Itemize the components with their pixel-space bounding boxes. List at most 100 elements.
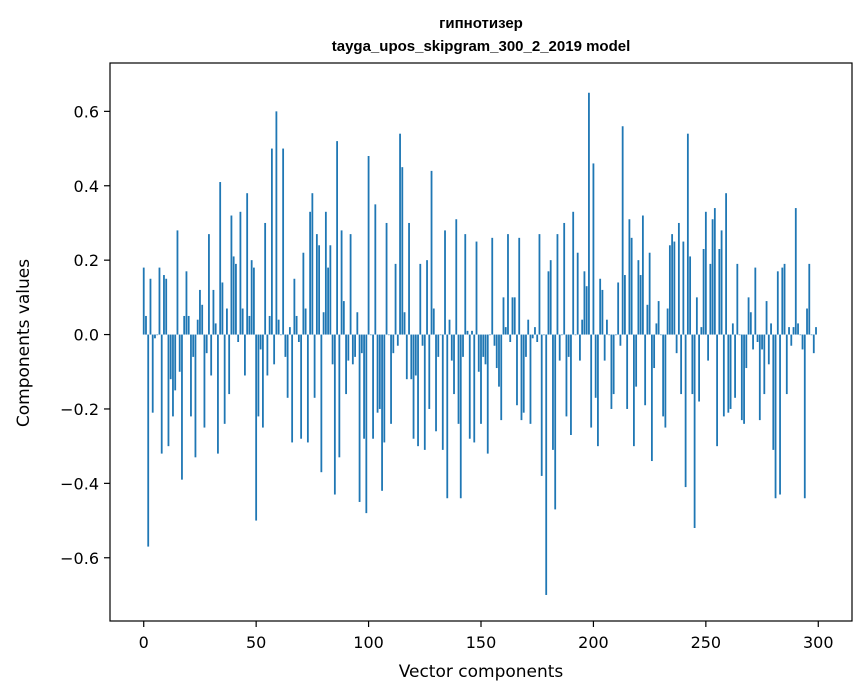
- bar-258: [722, 334, 725, 417]
- bar-127: [428, 334, 431, 409]
- bar-159: [500, 334, 503, 421]
- bar-232: [664, 334, 667, 428]
- bar-96: [358, 334, 361, 502]
- bar-226: [650, 334, 653, 462]
- bar-233: [666, 308, 669, 335]
- bar-122: [417, 334, 419, 447]
- bar-173: [531, 334, 534, 339]
- bar-239: [680, 334, 683, 395]
- bar-158: [498, 334, 500, 387]
- bar-19: [185, 271, 188, 335]
- bar-25: [199, 289, 201, 335]
- bar-199: [590, 334, 593, 428]
- bar-192: [574, 334, 577, 336]
- bar-224: [646, 304, 649, 335]
- bar-290: [794, 208, 797, 335]
- bar-113: [396, 334, 399, 346]
- bar-47: [248, 315, 251, 335]
- bar-51: [257, 334, 260, 417]
- bar-88: [340, 230, 343, 335]
- bar-291: [797, 323, 799, 335]
- bar-264: [736, 263, 739, 335]
- bar-278: [767, 334, 770, 365]
- bar-154: [489, 334, 491, 336]
- bar-157: [495, 334, 498, 369]
- bar-250: [704, 211, 707, 335]
- bar-46: [246, 193, 249, 335]
- bar-98: [363, 334, 365, 439]
- bar-187: [563, 222, 566, 335]
- bar-297: [810, 334, 813, 336]
- x-tick-label: 300: [803, 633, 834, 652]
- bar-75: [311, 193, 314, 335]
- bar-176: [538, 234, 541, 335]
- bar-194: [579, 334, 581, 361]
- bar-7: [158, 267, 161, 335]
- bar-152: [484, 334, 487, 365]
- bar-27: [203, 334, 206, 428]
- bar-56: [268, 315, 271, 335]
- bar-168: [520, 334, 523, 421]
- bar-123: [419, 263, 422, 335]
- bar-169: [522, 334, 525, 413]
- bar-60: [277, 319, 280, 335]
- bar-50: [255, 334, 258, 521]
- bar-209: [612, 334, 615, 395]
- bar-293: [801, 334, 804, 350]
- bar-231: [662, 334, 665, 417]
- x-tick-label: 250: [691, 633, 722, 652]
- chart-subtitle: tayga_upos_skipgram_300_2_2019 model: [332, 38, 631, 55]
- bar-149: [477, 334, 480, 372]
- bar-81: [324, 211, 327, 335]
- bar-220: [637, 260, 640, 335]
- bar-228: [655, 323, 658, 335]
- bar-284: [781, 267, 784, 335]
- bar-30: [210, 334, 213, 376]
- bar-102: [372, 334, 374, 439]
- bar-223: [644, 334, 647, 406]
- bar-219: [635, 334, 638, 387]
- bar-212: [619, 334, 622, 346]
- bar-161: [504, 327, 507, 335]
- bar-55: [266, 334, 269, 376]
- bar-97: [360, 334, 363, 354]
- bar-105: [378, 334, 381, 409]
- bar-74: [309, 211, 312, 335]
- bar-11: [167, 334, 170, 447]
- bar-119: [410, 334, 413, 380]
- x-axis-ticks: 0 50 100 150 200 250 300: [139, 621, 834, 652]
- bar-87: [338, 334, 341, 458]
- bar-18: [183, 315, 186, 335]
- bar-203: [599, 278, 602, 335]
- bar-175: [536, 334, 539, 342]
- bar-136: [448, 319, 451, 335]
- bar-256: [718, 249, 721, 335]
- bar-16: [178, 334, 181, 372]
- y-tick-label: 0.4: [74, 177, 99, 196]
- bar-32: [214, 323, 217, 335]
- bar-38: [228, 334, 231, 395]
- bar-287: [788, 327, 790, 335]
- bar-89: [342, 301, 345, 335]
- bar-36: [223, 334, 226, 424]
- bar-21: [190, 334, 192, 417]
- bar-1: [145, 315, 147, 335]
- bar-164: [511, 297, 514, 335]
- bar-86: [336, 141, 338, 335]
- bar-174: [534, 327, 536, 335]
- bar-39: [230, 215, 233, 335]
- bar-180: [547, 271, 550, 335]
- bar-259: [725, 193, 727, 335]
- bar-44: [241, 308, 244, 335]
- bar-160: [502, 297, 505, 335]
- bar-225: [648, 252, 651, 335]
- bar-268: [745, 334, 748, 369]
- bar-292: [799, 334, 802, 336]
- bar-142: [462, 334, 464, 357]
- bar-48: [250, 260, 253, 335]
- bar-33: [217, 334, 219, 454]
- bar-109: [387, 334, 390, 336]
- bar-183: [554, 334, 557, 510]
- bar-126: [426, 260, 428, 335]
